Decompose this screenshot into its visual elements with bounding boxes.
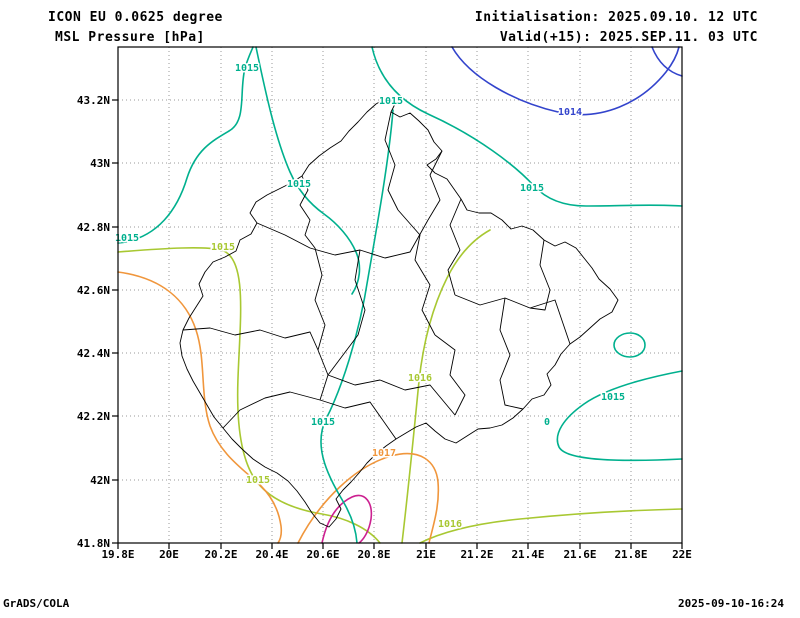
latlon-grid (118, 47, 682, 543)
y-tick-label: 43N (90, 157, 110, 170)
contour-1015-line (556, 370, 683, 462)
x-tick-label: 21.4E (511, 548, 544, 561)
kosovo-outline (179, 96, 619, 528)
y-tick-label: 42.4N (77, 347, 110, 360)
grads-credit: GrADS/COLA (3, 597, 70, 610)
y-tick-label: 43.2N (77, 94, 110, 107)
x-tick-label: 21.2E (460, 548, 493, 561)
contour-1018-line (321, 494, 373, 544)
contour-label: 0 (544, 417, 550, 428)
contour-label: 1016 (438, 519, 462, 530)
x-tick-label: 20E (159, 548, 179, 561)
x-tick-label: 21.8E (614, 548, 647, 561)
contour-label: 1015 (115, 233, 139, 244)
y-tick-label: 42.8N (77, 221, 110, 234)
contour-label: 1016 (408, 373, 432, 384)
contour-label: 1014 (558, 107, 582, 118)
y-tick-label: 42.2N (77, 410, 110, 423)
contour-label: 1015 (287, 179, 311, 190)
contours-1017 (117, 271, 440, 544)
contour-label: 1015 (520, 183, 544, 194)
header-right: Initialisation: 2025.09.10. 12 UTC Valid… (475, 8, 758, 48)
contour-label: 1015 (246, 475, 270, 486)
municipal-borders (182, 111, 571, 440)
model-title: ICON EU 0.0625 degree (48, 10, 223, 25)
x-tick-label: 21E (416, 548, 436, 561)
contour-1015-line (320, 109, 394, 544)
contour-label: 1015 (311, 417, 335, 428)
x-tick-label: 20.8E (357, 548, 390, 561)
y-tick-label: 41.8N (77, 537, 110, 550)
contour-1015-line (255, 46, 361, 295)
map-frame (117, 46, 683, 544)
contours-1014 (451, 46, 683, 116)
contour-1015-line (117, 46, 254, 244)
x-tick-label: 22E (672, 548, 692, 561)
contour-label: 1015 (601, 392, 625, 403)
x-tick-label: 20.6E (306, 548, 339, 561)
contour-1016-line (419, 508, 683, 544)
field-title: MSL Pressure [hPa] (55, 30, 205, 45)
y-tick-label: 42.6N (77, 284, 110, 297)
x-tick-label: 20.4E (255, 548, 288, 561)
contour-1015-line (371, 46, 683, 207)
contour-1016-line (401, 229, 491, 544)
init-time: Initialisation: 2025.09.10. 12 UTC (474, 10, 758, 25)
y-tick-label: 42N (90, 474, 110, 487)
contour-label: 1015 (211, 242, 235, 253)
contour-1017-line (117, 271, 283, 544)
contours-1016 (117, 229, 683, 544)
axis-ticks (112, 99, 683, 549)
contour-1015-closed (613, 332, 646, 358)
valid-time: Valid(+15): 2025.SEP.11. 03 UTC (499, 30, 758, 45)
contours-1018 (321, 494, 373, 544)
contour-1016-line (117, 247, 381, 544)
contour-1014-line (451, 46, 680, 116)
render-timestamp: 2025-09-10-16:24 (678, 597, 784, 610)
contour-label: 1015 (235, 63, 259, 74)
contour-label: 1017 (372, 448, 396, 459)
header-left: ICON EU 0.0625 degree MSL Pressure [hPa] (48, 8, 223, 48)
contour-1017-line (297, 452, 440, 544)
contour-label: 1015 (379, 96, 403, 107)
x-tick-label: 20.2E (204, 548, 237, 561)
x-tick-label: 19.8E (101, 548, 134, 561)
x-axis-labels: 19.8E 20E 20.2E 20.4E 20.6E 20.8E 21E 21… (101, 548, 692, 561)
kosovo-boundary (179, 96, 619, 528)
contours-1015 (117, 46, 683, 544)
contour-1014-line (651, 46, 683, 77)
y-axis-labels: 43.2N 43N 42.8N 42.6N 42.4N 42.2N 42N 41… (77, 94, 110, 550)
x-tick-label: 21.6E (563, 548, 596, 561)
contour-labels: 1015 1015 1014 1015 1015 1015 1015 1016 … (113, 62, 626, 532)
